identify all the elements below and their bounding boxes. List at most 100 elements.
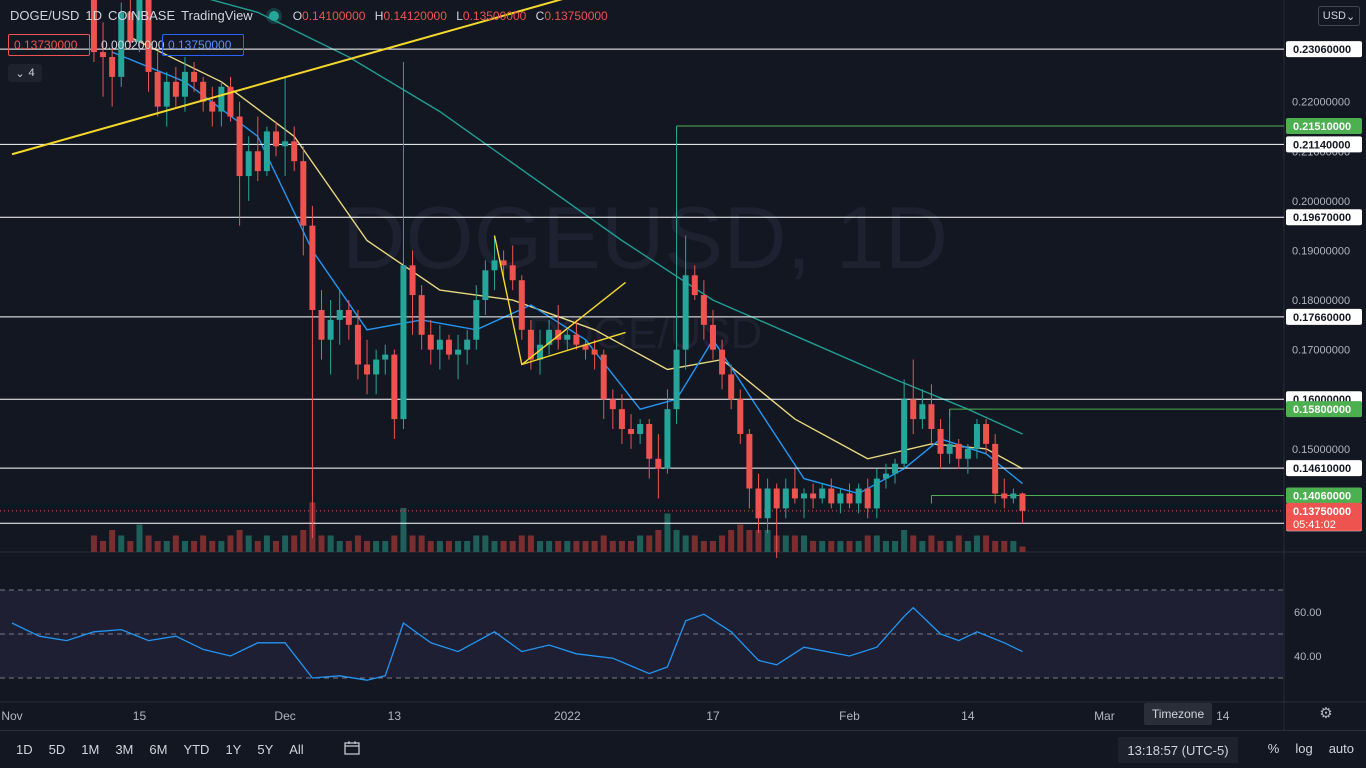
candle-body[interactable] bbox=[655, 458, 662, 469]
candle-body[interactable] bbox=[364, 364, 371, 375]
candle-body[interactable] bbox=[600, 354, 607, 400]
candle-body[interactable] bbox=[819, 488, 826, 499]
candle-body[interactable] bbox=[172, 81, 179, 97]
candle-body[interactable] bbox=[209, 101, 216, 112]
clock-timezone-button[interactable]: 13:18:57 (UTC-5) bbox=[1118, 737, 1238, 763]
candle-body[interactable] bbox=[409, 265, 416, 296]
candle-body[interactable] bbox=[537, 344, 543, 360]
candle-body[interactable] bbox=[828, 488, 835, 504]
candle-body[interactable] bbox=[1019, 493, 1026, 511]
candle-body[interactable] bbox=[163, 81, 170, 107]
candle-body[interactable] bbox=[254, 151, 261, 172]
candle-body[interactable] bbox=[555, 329, 562, 340]
candle-body[interactable] bbox=[573, 334, 580, 345]
candle-body[interactable] bbox=[591, 349, 598, 355]
candle-body[interactable] bbox=[618, 409, 625, 430]
candle-body[interactable] bbox=[801, 493, 807, 499]
candle-body[interactable] bbox=[946, 443, 953, 454]
candle-body[interactable] bbox=[291, 141, 298, 162]
range-button-5y[interactable]: 5Y bbox=[257, 742, 274, 757]
candle-body[interactable] bbox=[837, 493, 844, 504]
percent-scale-button[interactable]: % bbox=[1267, 741, 1280, 756]
candle-body[interactable] bbox=[746, 433, 753, 489]
range-button-ytd[interactable]: YTD bbox=[183, 742, 210, 757]
candle-body[interactable] bbox=[145, 0, 152, 72]
candle-body[interactable] bbox=[345, 309, 352, 325]
candle-body[interactable] bbox=[509, 265, 516, 281]
candle-body[interactable] bbox=[782, 488, 789, 509]
candle-body[interactable] bbox=[118, 12, 125, 77]
range-button-1m[interactable]: 1M bbox=[81, 742, 100, 757]
candle-body[interactable] bbox=[455, 349, 462, 355]
candle-body[interactable] bbox=[354, 324, 361, 365]
candle-body[interactable] bbox=[983, 424, 990, 444]
candle-body[interactable] bbox=[1001, 493, 1008, 499]
candle-body[interactable] bbox=[628, 429, 635, 434]
candle-body[interactable] bbox=[273, 131, 279, 147]
candle-body[interactable] bbox=[773, 488, 780, 509]
candle-body[interactable] bbox=[109, 57, 116, 77]
candle-body[interactable] bbox=[309, 225, 316, 310]
candle-body[interactable] bbox=[791, 488, 798, 499]
candle-body[interactable] bbox=[955, 443, 962, 459]
candle-body[interactable] bbox=[546, 329, 553, 345]
candle-body[interactable] bbox=[464, 339, 471, 350]
candle-body[interactable] bbox=[864, 488, 871, 509]
candle-body[interactable] bbox=[154, 71, 161, 107]
candle-body[interactable] bbox=[973, 424, 980, 449]
candle-body[interactable] bbox=[500, 260, 507, 266]
candle-body[interactable] bbox=[136, 0, 143, 43]
candle-body[interactable] bbox=[937, 429, 944, 454]
candle-body[interactable] bbox=[564, 334, 571, 340]
candle-body[interactable] bbox=[964, 448, 971, 459]
candle-body[interactable] bbox=[928, 404, 935, 430]
candle-body[interactable] bbox=[318, 309, 325, 340]
candle-body[interactable] bbox=[682, 275, 689, 350]
candle-body[interactable] bbox=[892, 463, 899, 474]
interval-label[interactable]: 1D bbox=[85, 8, 102, 23]
gear-icon[interactable]: ⚙ bbox=[1319, 705, 1333, 722]
candle-body[interactable] bbox=[427, 334, 434, 350]
candle-body[interactable] bbox=[755, 488, 762, 519]
candle-body[interactable] bbox=[719, 349, 726, 375]
candle-body[interactable] bbox=[127, 12, 134, 43]
candle-body[interactable] bbox=[373, 359, 380, 375]
range-button-all[interactable]: All bbox=[289, 742, 304, 757]
candle-body[interactable] bbox=[245, 151, 252, 177]
candle-body[interactable] bbox=[90, 0, 97, 53]
candle-body[interactable] bbox=[491, 260, 498, 271]
candle-body[interactable] bbox=[218, 86, 225, 112]
candle-body[interactable] bbox=[664, 409, 671, 469]
candle-body[interactable] bbox=[709, 324, 716, 350]
auto-scale-button[interactable]: auto bbox=[1328, 741, 1354, 756]
candle-body[interactable] bbox=[582, 344, 589, 350]
triangle-pattern[interactable] bbox=[493, 235, 626, 366]
symbol-label[interactable]: DOGE/USD bbox=[10, 8, 80, 23]
trendline[interactable] bbox=[11, 0, 637, 156]
candle-body[interactable] bbox=[691, 275, 698, 296]
candle-body[interactable] bbox=[810, 493, 817, 499]
candle-body[interactable] bbox=[527, 329, 534, 360]
candle-body[interactable] bbox=[445, 339, 452, 355]
range-button-1d[interactable]: 1D bbox=[16, 742, 33, 757]
candle-body[interactable] bbox=[609, 399, 616, 410]
candle-body[interactable] bbox=[764, 488, 771, 519]
candle-body[interactable] bbox=[700, 295, 707, 325]
candle-body[interactable] bbox=[873, 478, 880, 509]
candle-body[interactable] bbox=[263, 131, 270, 172]
indicators-collapse-button[interactable]: ⌄ 4 bbox=[8, 64, 42, 82]
candle-body[interactable] bbox=[882, 473, 889, 479]
log-scale-button[interactable]: log bbox=[1295, 741, 1313, 756]
currency-selector[interactable]: USD ⌄ bbox=[1318, 6, 1360, 26]
candle-body[interactable] bbox=[846, 493, 853, 504]
candle-body[interactable] bbox=[300, 161, 307, 226]
candle-body[interactable] bbox=[728, 374, 735, 400]
candle-body[interactable] bbox=[400, 265, 407, 420]
candle-body[interactable] bbox=[327, 319, 334, 340]
candle-body[interactable] bbox=[992, 443, 999, 494]
candle-body[interactable] bbox=[191, 71, 198, 82]
buy-button[interactable]: 0.13750000 bbox=[162, 34, 244, 56]
range-button-3m[interactable]: 3M bbox=[115, 742, 134, 757]
candle-body[interactable] bbox=[473, 300, 480, 340]
